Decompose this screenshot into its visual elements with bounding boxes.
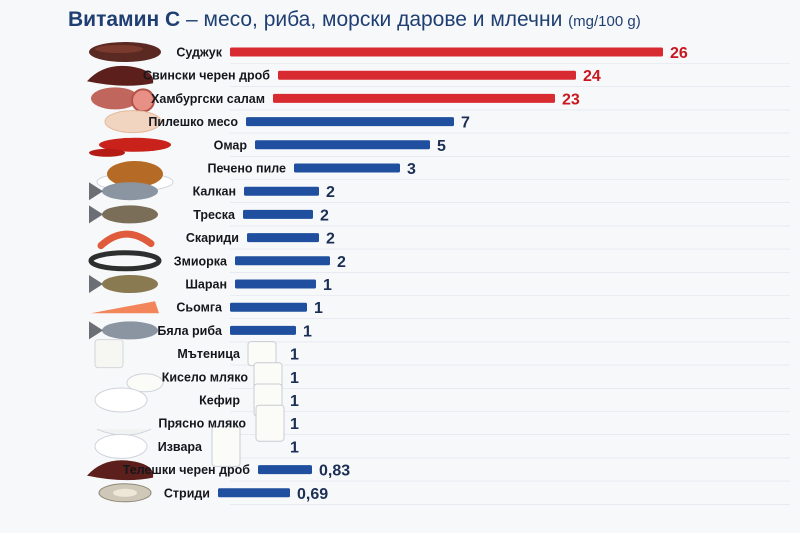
value-label: 1 bbox=[290, 393, 299, 410]
salami-icon bbox=[91, 87, 155, 113]
category-label: Хамбургски салам bbox=[151, 92, 265, 106]
category-label: Скариди bbox=[186, 231, 239, 245]
buttermilk-icon bbox=[94, 339, 124, 369]
value-label: 1 bbox=[290, 370, 299, 387]
oyster-icon bbox=[98, 483, 152, 503]
bar bbox=[273, 93, 555, 103]
value-label: 0,83 bbox=[319, 463, 350, 480]
bar bbox=[230, 325, 296, 335]
bar bbox=[235, 256, 330, 266]
bars bbox=[218, 47, 663, 498]
value-label: 26 bbox=[670, 45, 688, 62]
value-label: 1 bbox=[290, 439, 299, 456]
category-label: Стриди bbox=[164, 486, 210, 500]
category-label: Прясно мляко bbox=[158, 417, 246, 431]
bar bbox=[218, 488, 290, 498]
bar bbox=[278, 70, 576, 80]
bar bbox=[235, 279, 316, 289]
shrimp-icon bbox=[97, 230, 155, 250]
value-label: 23 bbox=[562, 91, 580, 108]
category-label: Калкан bbox=[193, 185, 236, 199]
bar bbox=[244, 186, 319, 196]
gridlines bbox=[230, 63, 790, 505]
value-label: 0,69 bbox=[297, 486, 328, 503]
kefir-icon bbox=[94, 387, 148, 413]
category-label: Треска bbox=[193, 208, 236, 222]
turbot-icon bbox=[89, 182, 158, 201]
bar bbox=[294, 163, 400, 173]
liver-icon bbox=[87, 65, 154, 86]
food-icons bbox=[87, 42, 285, 503]
title-bold: Витамин С bbox=[68, 8, 181, 31]
chart-title: Витамин С – месо, риба, морски дарове и … bbox=[68, 8, 641, 32]
beef-liver-icon bbox=[87, 460, 154, 481]
value-label: 2 bbox=[326, 231, 335, 248]
value-label: 1 bbox=[290, 416, 299, 433]
value-label: 1 bbox=[323, 277, 332, 294]
value-label: 1 bbox=[290, 347, 299, 364]
value-label: 7 bbox=[461, 115, 470, 132]
category-label: Пилешко месо bbox=[148, 115, 238, 129]
category-label: Бяла риба bbox=[157, 324, 223, 338]
category-label: Кефир bbox=[199, 394, 240, 408]
eel-icon bbox=[88, 250, 162, 272]
value-label: 1 bbox=[303, 323, 312, 340]
category-label: Кисело мляко bbox=[162, 370, 249, 384]
value-label: 1 bbox=[314, 300, 323, 317]
value-label: 2 bbox=[337, 254, 346, 271]
yogurt-icon bbox=[126, 373, 164, 393]
glass-icon bbox=[247, 341, 277, 367]
salmon-icon bbox=[91, 301, 159, 314]
bar bbox=[258, 465, 312, 475]
value-label: 24 bbox=[583, 68, 601, 85]
category-label: Извара bbox=[158, 440, 203, 454]
glass-icon bbox=[211, 425, 241, 467]
whitefish-icon bbox=[89, 321, 158, 340]
value-label: 5 bbox=[437, 138, 446, 155]
title-unit: (mg/100 g) bbox=[568, 13, 641, 30]
category-label: Сьомга bbox=[176, 301, 223, 315]
category-labels: Суджук Свински черен дроб Хамбургски салам… bbox=[123, 46, 286, 501]
category-label: Омар bbox=[214, 138, 248, 152]
value-label: 2 bbox=[320, 207, 329, 224]
bar bbox=[230, 302, 307, 312]
cottage-cheese-icon bbox=[94, 433, 148, 459]
value-label: 3 bbox=[407, 161, 416, 178]
lobster-icon bbox=[89, 137, 171, 157]
carp-icon bbox=[89, 275, 158, 293]
category-label: Печено пиле bbox=[208, 162, 287, 176]
category-label: Змиорка bbox=[174, 254, 228, 268]
category-label: Мътеница bbox=[177, 347, 241, 361]
title-rest: – месо, риба, морски дарове и млечни bbox=[180, 8, 563, 31]
value-label: 2 bbox=[326, 184, 335, 201]
category-label: Шаран bbox=[185, 278, 227, 292]
category-label: Телешки черен дроб bbox=[123, 463, 251, 477]
category-label: Суджук bbox=[176, 46, 222, 60]
bar bbox=[243, 209, 313, 219]
sausage-icon bbox=[89, 42, 161, 62]
bar bbox=[230, 47, 663, 57]
bar bbox=[246, 117, 454, 127]
bar bbox=[247, 233, 319, 243]
glass-icon bbox=[255, 404, 285, 442]
bar bbox=[255, 140, 430, 150]
category-label: Свински черен дроб bbox=[143, 69, 270, 83]
cod-icon bbox=[89, 205, 158, 224]
chicken-breast-icon bbox=[104, 110, 162, 134]
